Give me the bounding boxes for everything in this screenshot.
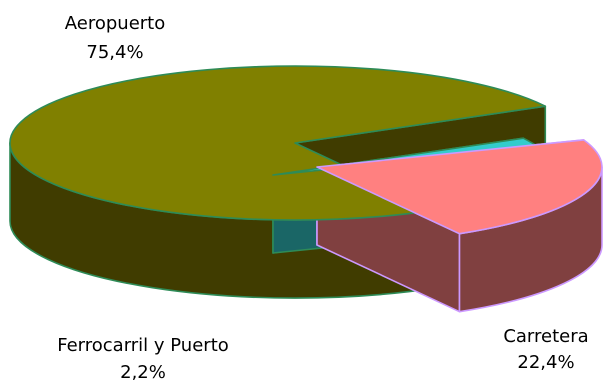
label-ferrocarril-name: Ferrocarril y Puerto [57,335,229,356]
slice-carretera-top [316,139,603,235]
label-carretera-name: Carretera [503,326,588,347]
label-aeropuerto-value: 75,4% [86,42,143,63]
label-carretera-value: 22,4% [517,352,574,373]
label-aeropuerto-name: Aeropuerto [65,13,165,34]
slice-aeropuerto-top [9,65,547,221]
pie-tops [9,65,603,235]
label-ferrocarril-value: 2,2% [120,362,166,381]
